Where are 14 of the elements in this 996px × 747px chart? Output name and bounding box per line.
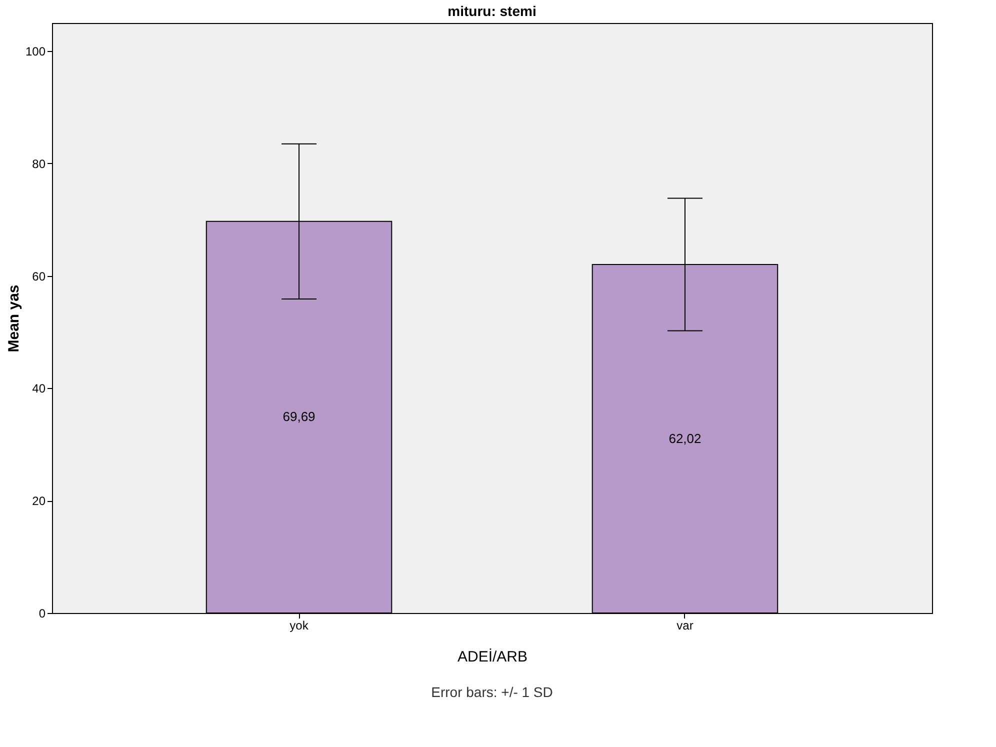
y-tick-label: 60 — [32, 269, 46, 284]
text: Error bars: +/- 1 SD — [431, 684, 553, 700]
y-tick-label: 40 — [32, 382, 46, 396]
x-axis-title: ADEİ/ARB — [457, 648, 528, 666]
x-tick-label: var — [676, 618, 694, 632]
y-axis-title: Mean yas — [5, 284, 22, 352]
y-tick-label: 0 — [38, 606, 46, 620]
x-tick-label: yok — [290, 618, 310, 632]
y-tick-label: 80 — [32, 156, 46, 171]
chart-title: mituru: stemi — [448, 3, 536, 19]
y-tick-label: 20 — [32, 494, 46, 508]
data-label: 69,69 — [282, 409, 316, 424]
y-tick-label: 100 — [25, 44, 46, 59]
data-label: 62,02 — [668, 430, 702, 446]
